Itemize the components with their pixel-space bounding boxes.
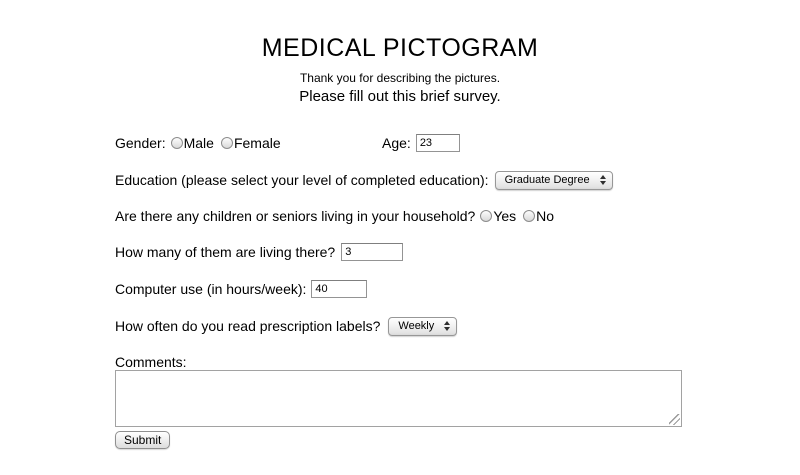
- education-row: Education (please select your level of c…: [115, 170, 613, 190]
- household-count-input[interactable]: [341, 243, 404, 261]
- submit-button[interactable]: Submit: [115, 431, 171, 449]
- household-label: Are there any children or seniors living…: [115, 208, 476, 224]
- household-yes-radio[interactable]: [480, 210, 493, 222]
- resize-grip-icon[interactable]: [669, 414, 680, 425]
- instruction-text: Please fill out this brief survey.: [299, 88, 501, 105]
- household-no-radio[interactable]: [523, 210, 536, 222]
- education-label: Education (please select your level of c…: [115, 172, 489, 188]
- prescription-frequency-select-value: Weekly: [398, 320, 435, 332]
- household-no-label: No: [536, 208, 555, 224]
- prescription-frequency-label: How often do you read prescription label…: [115, 318, 381, 334]
- household-count-label: How many of them are living there?: [115, 244, 336, 260]
- age-label: Age:: [382, 135, 411, 151]
- select-arrows-icon: [599, 175, 606, 185]
- gender-row: Gender: Male Female: [115, 133, 281, 153]
- gender-male-label: Male: [183, 135, 214, 151]
- comments-label: Comments:: [115, 354, 187, 370]
- prescription-frequency-select[interactable]: Weekly: [388, 316, 458, 336]
- age-input[interactable]: [415, 134, 460, 152]
- household-yes-label: Yes: [493, 208, 517, 224]
- computer-use-input[interactable]: [311, 280, 368, 298]
- comments-area: [115, 370, 682, 427]
- gender-male-radio[interactable]: [170, 137, 183, 149]
- prescription-frequency-row: How often do you read prescription label…: [115, 316, 458, 336]
- comments-label-row: Comments:: [115, 352, 187, 372]
- age-group: Age:: [382, 133, 460, 153]
- household-count-row: How many of them are living there?: [115, 242, 404, 262]
- household-row: Are there any children or seniors living…: [115, 206, 554, 226]
- select-arrows-icon: [444, 321, 451, 331]
- computer-use-row: Computer use (in hours/week):: [115, 279, 368, 299]
- gender-label: Gender:: [115, 135, 166, 151]
- computer-use-label: Computer use (in hours/week):: [115, 281, 307, 297]
- thank-you-text: Thank you for describing the pictures.: [299, 71, 501, 85]
- education-select[interactable]: Graduate Degree: [494, 170, 613, 190]
- comments-textarea[interactable]: [115, 370, 682, 427]
- education-select-value: Graduate Degree: [504, 174, 590, 186]
- gender-female-radio[interactable]: [220, 137, 233, 149]
- page-title: MEDICAL PICTOGRAM: [261, 34, 539, 62]
- gender-female-label: Female: [233, 135, 281, 151]
